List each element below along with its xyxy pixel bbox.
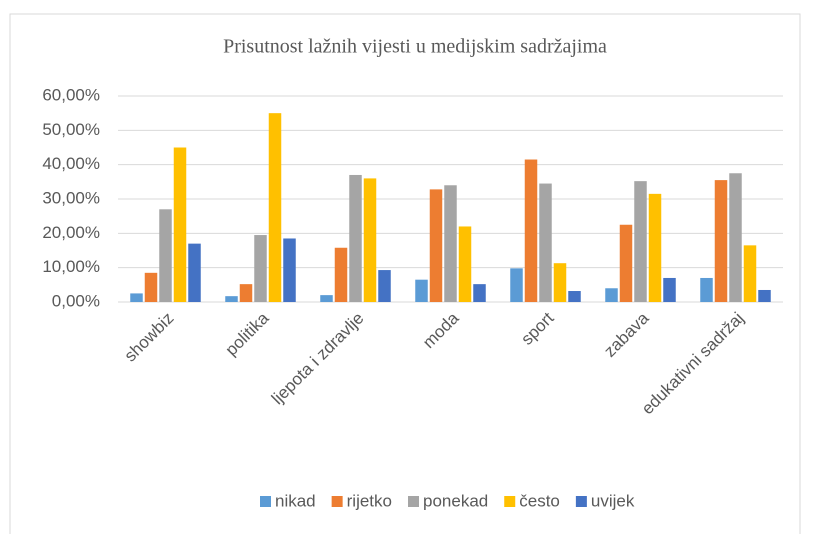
- y-tick-label: 30,00%: [42, 188, 100, 207]
- legend-swatch: [504, 496, 516, 507]
- legend-label: rijetko: [347, 491, 392, 510]
- bar: [444, 185, 457, 302]
- y-tick-label: 40,00%: [42, 154, 100, 173]
- bar: [334, 247, 348, 302]
- legend-label: nikad: [275, 491, 316, 510]
- legend-label: često: [519, 491, 560, 510]
- y-tick-label: 20,00%: [42, 223, 100, 242]
- bar: [648, 193, 662, 302]
- bar: [225, 296, 238, 302]
- bar: [378, 270, 391, 302]
- chart-frame: [9, 13, 801, 534]
- legend-swatch: [331, 496, 343, 507]
- bar: [634, 181, 647, 302]
- bar: [173, 147, 187, 302]
- bar: [130, 293, 143, 302]
- bar: [458, 226, 472, 302]
- y-tick-label: 50,00%: [42, 120, 100, 139]
- legend-swatch: [260, 496, 271, 507]
- bar: [714, 180, 728, 302]
- bar: [510, 268, 523, 302]
- bar: [568, 291, 581, 302]
- bar: [320, 295, 333, 302]
- bar: [144, 272, 158, 302]
- bar: [283, 238, 296, 302]
- bar: [663, 277, 676, 302]
- bar: [473, 284, 486, 302]
- legend-swatch: [575, 496, 587, 507]
- bar: [188, 243, 201, 302]
- bar: [605, 288, 618, 302]
- legend-label: uvijek: [591, 491, 635, 510]
- bar: [743, 245, 757, 302]
- bar: [239, 284, 253, 302]
- bar: [268, 113, 282, 303]
- bar: [700, 277, 713, 302]
- bar: [729, 173, 742, 302]
- legend-swatch: [408, 496, 419, 507]
- y-tick-label: 0,00%: [52, 291, 100, 310]
- y-tick-label: 60,00%: [42, 85, 100, 104]
- bar: [349, 174, 362, 302]
- bar: [524, 159, 538, 302]
- bar: [758, 289, 771, 302]
- y-tick-label: 10,00%: [42, 257, 100, 276]
- bar: [429, 189, 443, 302]
- bar: [619, 224, 633, 302]
- bar: [539, 183, 552, 302]
- bar: [363, 178, 377, 302]
- legend-label: ponekad: [423, 491, 488, 510]
- bar: [254, 235, 267, 302]
- bar: [553, 263, 567, 302]
- chart-title: Prisutnost lažnih vijesti u medijskim sa…: [223, 36, 607, 58]
- bar: [159, 209, 172, 302]
- bar: [415, 279, 428, 302]
